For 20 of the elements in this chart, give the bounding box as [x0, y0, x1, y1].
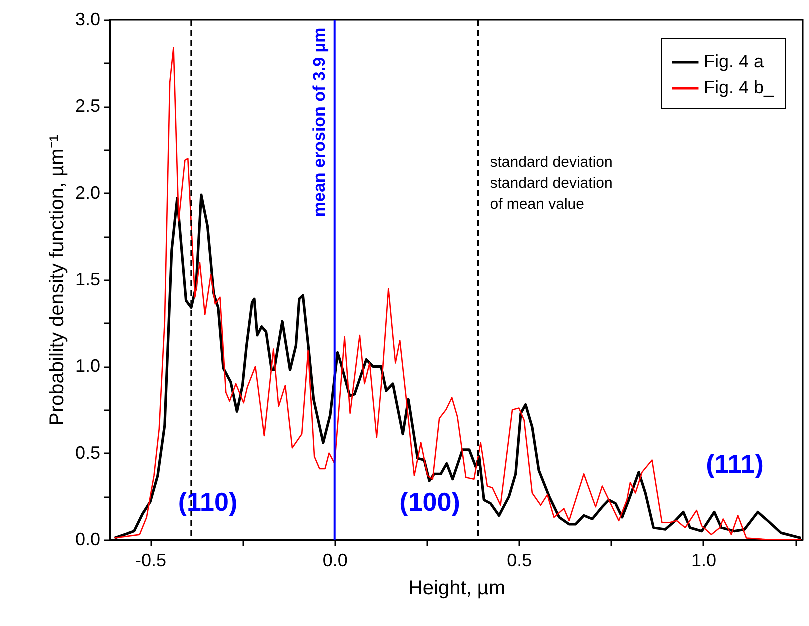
annotation: (111)	[706, 449, 764, 479]
ref-line-label: standard deviation standard deviation of mean value	[490, 154, 613, 214]
y-tick-label: 1.0	[75, 356, 100, 376]
y-tick-label: 2.0	[75, 182, 100, 203]
annotation: (110)	[178, 487, 238, 517]
x-axis-title: Height, µm	[408, 578, 506, 600]
ref-line-label: mean erosion of 3.9 µm	[310, 28, 329, 218]
y-tick-label: 1.5	[75, 270, 100, 290]
y-tick-label: 0.5	[75, 442, 100, 463]
x-tick-label: -0.5	[136, 550, 167, 570]
legend-label: Fig. 4 a	[704, 52, 766, 72]
y-tick-label: 0.0	[75, 530, 100, 550]
annotation: (100)	[400, 487, 460, 517]
y-axis-title: Probability density function, µm⁻¹	[46, 134, 68, 426]
x-tick-label: 1.0	[691, 550, 716, 570]
y-tick-label: 2.5	[75, 96, 100, 116]
y-tick-label: 3.0	[75, 10, 100, 30]
x-tick-label: 0.0	[322, 550, 348, 570]
legend-label: Fig. 4 b_	[704, 78, 776, 98]
x-tick-label: 0.5	[507, 550, 532, 570]
